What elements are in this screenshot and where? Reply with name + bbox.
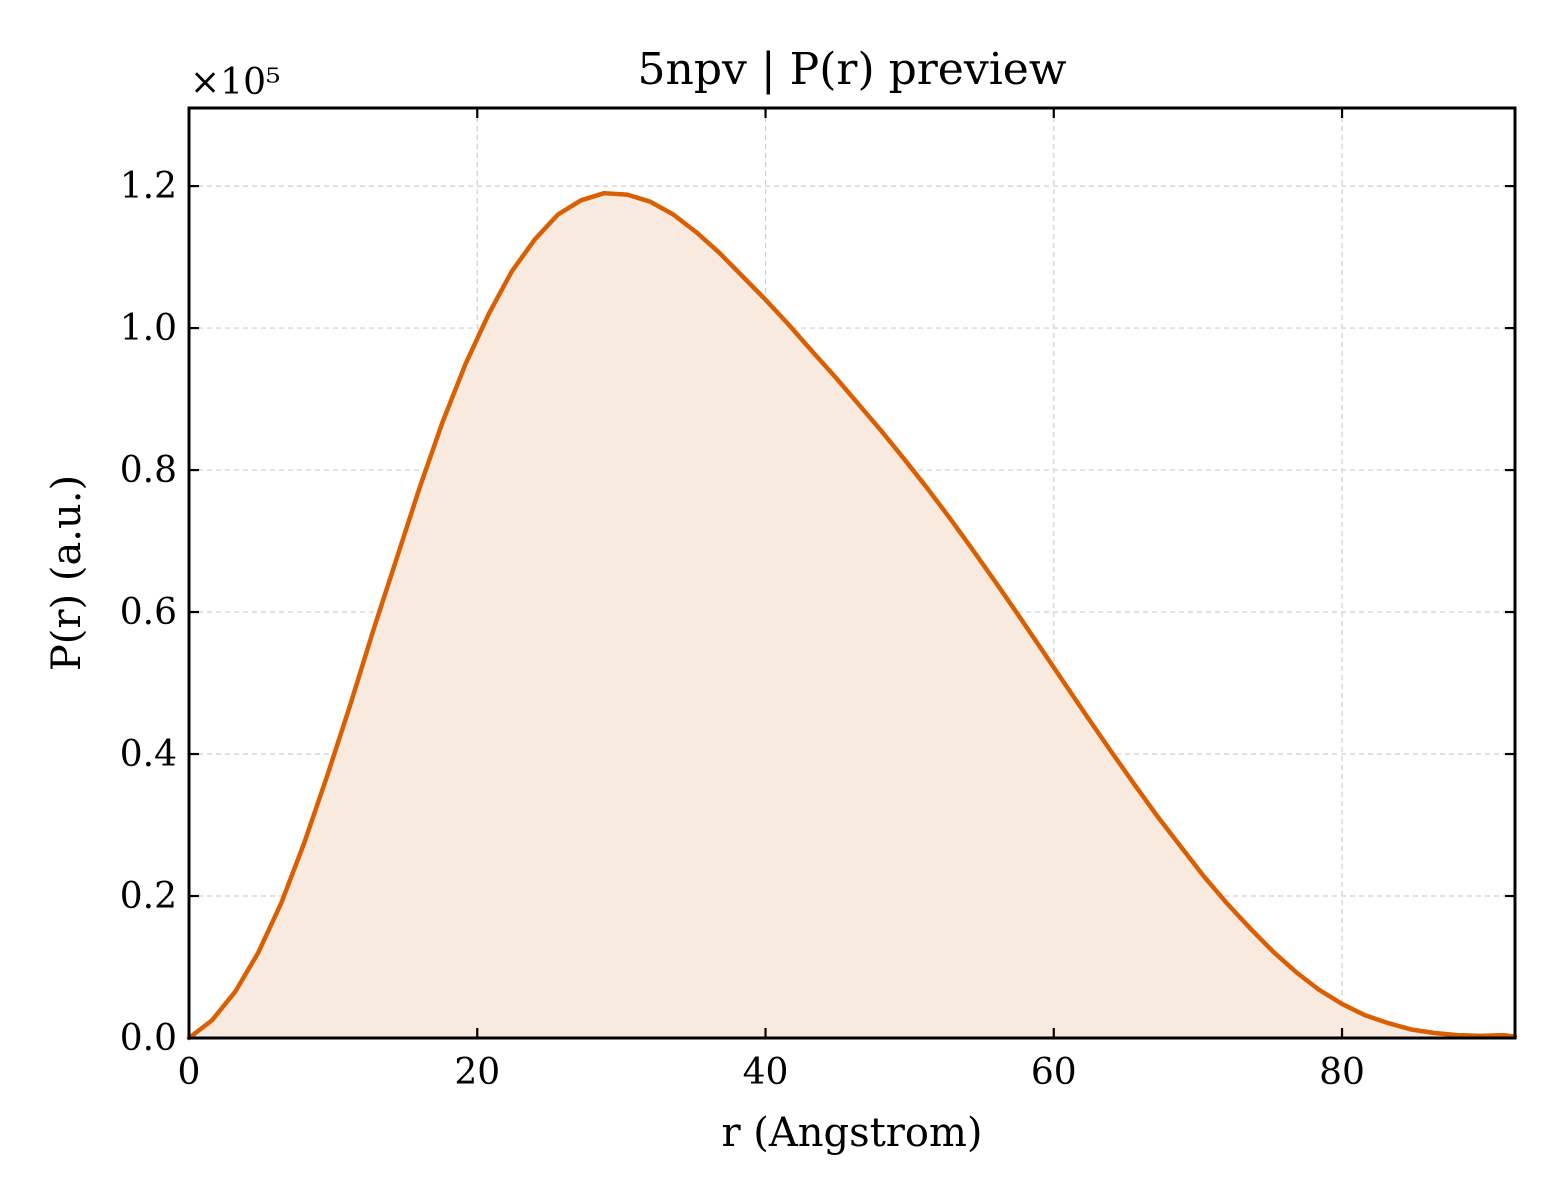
y-tick-labels: 0.0 0.2 0.4 0.6 0.8 1.0 1.2 [120, 166, 177, 1059]
plot-frame [187, 106, 1517, 1040]
x-tick-label: 80 [1319, 1052, 1365, 1093]
y-tick-label: 0.4 [120, 734, 177, 775]
x-tick-label: 20 [454, 1052, 500, 1093]
pr-area-fill [189, 193, 1515, 1038]
x-axis-label: r (Angstrom) [721, 1110, 982, 1156]
x-tick-labels: 0 20 40 60 80 [178, 1052, 1365, 1093]
y-scale-label: ×10⁵ [190, 62, 280, 103]
y-tick-label: 0.0 [120, 1018, 177, 1059]
y-tick-label: 1.2 [120, 166, 177, 207]
y-axis-label: P(r) (a.u.) [44, 475, 90, 671]
x-tick-label: 60 [1031, 1052, 1077, 1093]
y-tick-label: 1.0 [120, 308, 177, 349]
x-tick-label: 40 [743, 1052, 789, 1093]
x-tick-label: 0 [178, 1052, 201, 1093]
y-tick-label: 0.8 [120, 450, 177, 491]
y-tick-label: 0.2 [120, 876, 177, 917]
pr-line [186, 190, 1518, 1041]
y-tick-label: 0.6 [120, 592, 177, 633]
chart-title: 5npv | P(r) preview [638, 44, 1067, 95]
